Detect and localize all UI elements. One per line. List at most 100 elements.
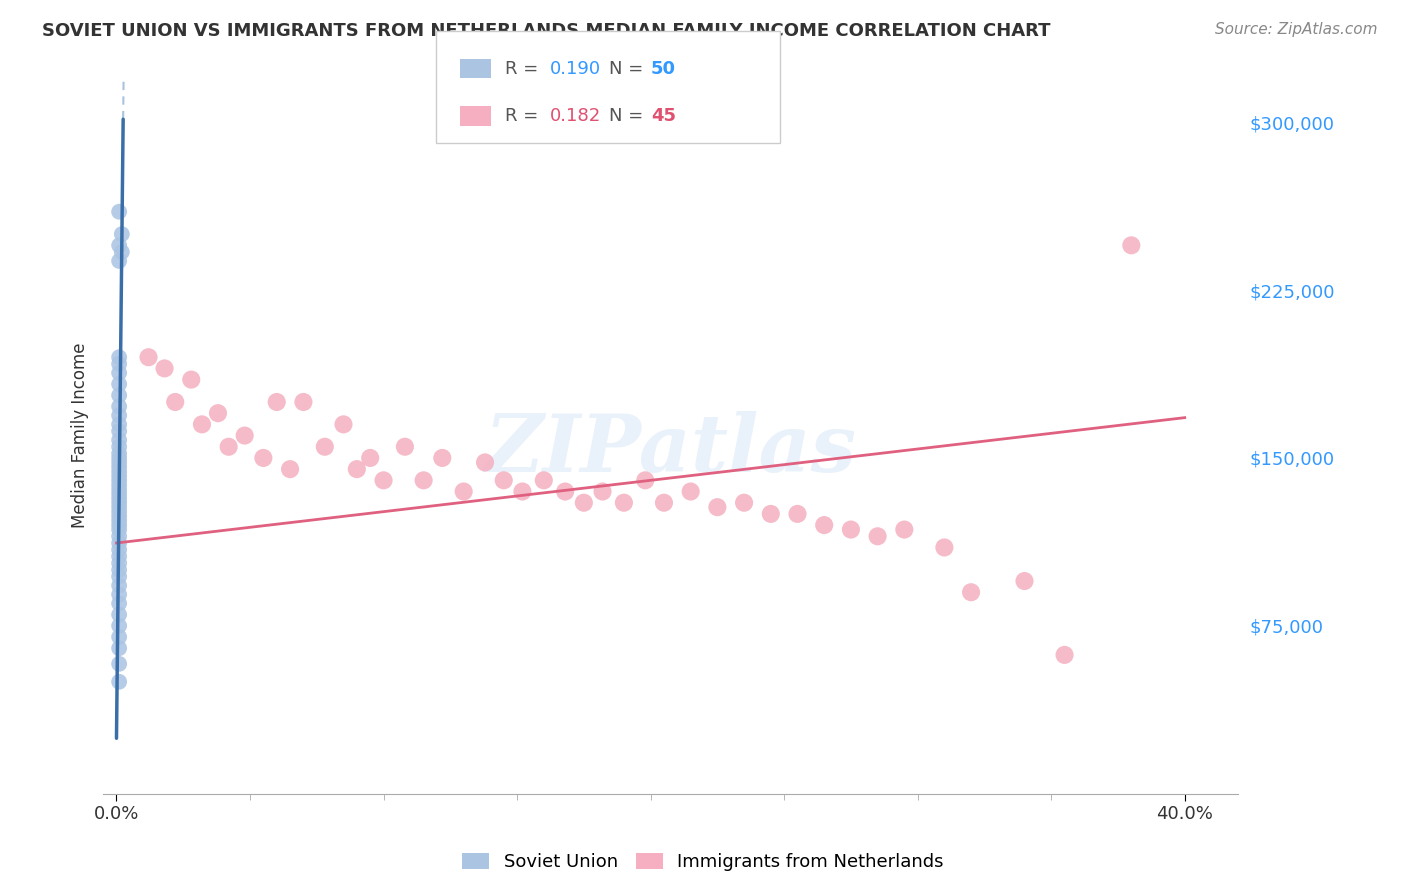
Point	[453, 484, 475, 499]
Point	[572, 496, 595, 510]
Point	[813, 518, 835, 533]
Point	[934, 541, 956, 555]
Point	[359, 450, 381, 465]
Point	[108, 388, 131, 402]
Point	[111, 227, 134, 241]
Point	[474, 455, 496, 469]
Point	[292, 395, 315, 409]
Point	[108, 596, 131, 610]
Text: R =: R =	[505, 60, 544, 78]
Point	[108, 459, 131, 474]
Point	[138, 350, 160, 364]
Text: 0.182: 0.182	[550, 107, 600, 125]
Text: SOVIET UNION VS IMMIGRANTS FROM NETHERLANDS MEDIAN FAMILY INCOME CORRELATION CHA: SOVIET UNION VS IMMIGRANTS FROM NETHERLA…	[42, 22, 1050, 40]
Point	[108, 505, 131, 519]
Point	[108, 509, 131, 524]
Point	[492, 473, 515, 487]
Point	[108, 630, 131, 644]
Text: 50: 50	[651, 60, 676, 78]
Point	[108, 450, 131, 465]
Point	[108, 529, 131, 543]
Point	[373, 473, 395, 487]
Point	[108, 417, 131, 432]
Point	[111, 245, 134, 260]
Text: N =: N =	[609, 60, 648, 78]
Point	[786, 507, 808, 521]
Point	[108, 440, 131, 454]
Point	[394, 440, 416, 454]
Point	[108, 496, 131, 510]
Point	[108, 400, 131, 414]
Point	[108, 357, 131, 371]
Y-axis label: Median Family Income: Median Family Income	[72, 343, 89, 528]
Point	[634, 473, 657, 487]
Point	[108, 500, 131, 515]
Point	[108, 523, 131, 537]
Point	[108, 578, 131, 592]
Point	[207, 406, 229, 420]
Point	[314, 440, 336, 454]
Point	[652, 496, 675, 510]
Point	[108, 473, 131, 487]
Point	[108, 468, 131, 483]
Point	[108, 563, 131, 577]
Point	[108, 587, 131, 601]
Point	[839, 523, 862, 537]
Point	[108, 569, 131, 583]
Point	[346, 462, 368, 476]
Point	[108, 542, 131, 557]
Point	[679, 484, 702, 499]
Point	[893, 523, 915, 537]
Point	[332, 417, 354, 432]
Point	[1121, 238, 1143, 252]
Point	[108, 350, 131, 364]
Point	[108, 607, 131, 622]
Point	[108, 477, 131, 491]
Point	[180, 373, 202, 387]
Point	[613, 496, 636, 510]
Text: N =: N =	[609, 107, 648, 125]
Point	[108, 518, 131, 533]
Point	[218, 440, 240, 454]
Text: ZIPatlas: ZIPatlas	[485, 411, 856, 489]
Point	[108, 619, 131, 633]
Point	[108, 514, 131, 528]
Point	[165, 395, 187, 409]
Point	[108, 674, 131, 689]
Point	[512, 484, 534, 499]
Point	[1014, 574, 1036, 588]
Point	[108, 536, 131, 550]
Point	[554, 484, 576, 499]
Point	[866, 529, 889, 543]
Point	[191, 417, 214, 432]
Point	[233, 428, 256, 442]
Point	[1053, 648, 1076, 662]
Point	[108, 455, 131, 469]
Point	[108, 424, 131, 438]
Point	[533, 473, 555, 487]
Text: 0.190: 0.190	[550, 60, 600, 78]
Point	[108, 487, 131, 501]
Point	[108, 641, 131, 656]
Point	[432, 450, 454, 465]
Point	[733, 496, 755, 510]
Point	[108, 377, 131, 392]
Point	[960, 585, 983, 599]
Point	[108, 433, 131, 447]
Point	[108, 657, 131, 671]
Point	[108, 556, 131, 570]
Point	[266, 395, 288, 409]
Text: 45: 45	[651, 107, 676, 125]
Point	[108, 549, 131, 564]
Text: R =: R =	[505, 107, 544, 125]
Point	[108, 254, 131, 268]
Point	[592, 484, 614, 499]
Point	[108, 464, 131, 478]
Point	[412, 473, 434, 487]
Point	[108, 446, 131, 460]
Point	[252, 450, 274, 465]
Point	[108, 204, 131, 219]
Legend: Soviet Union, Immigrants from Netherlands: Soviet Union, Immigrants from Netherland…	[456, 846, 950, 879]
Point	[759, 507, 782, 521]
Point	[706, 500, 728, 515]
